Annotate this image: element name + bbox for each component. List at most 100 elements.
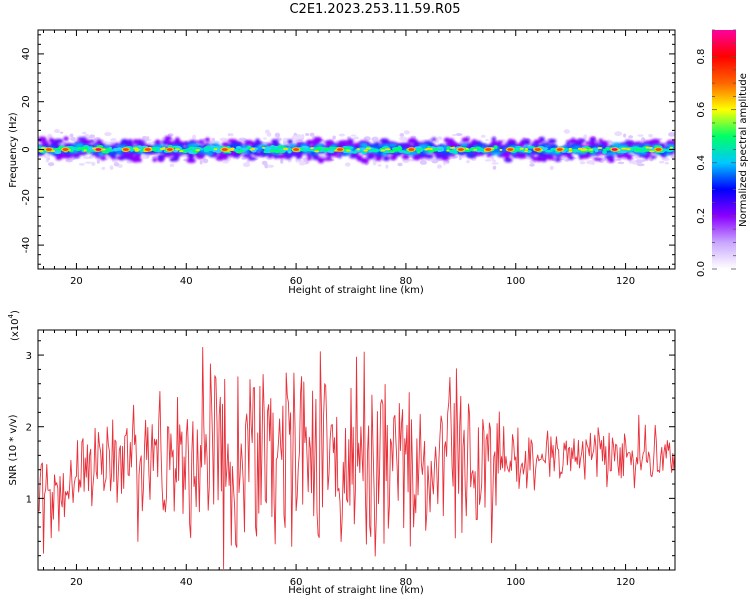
snr-x-tick-label: 80 bbox=[400, 577, 413, 588]
spectrogram-cell bbox=[360, 147, 368, 151]
spectrogram-cell bbox=[570, 139, 579, 144]
spectrogram-cell bbox=[563, 129, 570, 134]
spectrogram-cell bbox=[481, 134, 486, 138]
spectrogram-cell bbox=[486, 153, 491, 158]
spectrogram-cell bbox=[221, 142, 230, 147]
spectrogram-cell bbox=[212, 149, 218, 153]
spectrogram-cell bbox=[375, 152, 384, 157]
snr-y-axis-label: SNR (10 * v/v) bbox=[8, 414, 19, 485]
spectrogram-cell bbox=[174, 148, 181, 151]
spectrogram-cell bbox=[205, 145, 211, 149]
spectrogram-cell bbox=[323, 147, 331, 151]
spectrogram-cell bbox=[490, 156, 495, 160]
spectrogram-cell bbox=[554, 158, 562, 162]
spectrogram-cell bbox=[96, 159, 100, 164]
spectrogram-cell bbox=[531, 156, 541, 162]
spectrogram-cell bbox=[588, 148, 594, 151]
spectrogram-cell bbox=[664, 161, 669, 165]
spectrogram-cell bbox=[432, 147, 438, 152]
spectrogram-cell bbox=[669, 146, 673, 149]
spectrogram-cell bbox=[608, 158, 615, 163]
spectrogram-cell bbox=[528, 145, 535, 149]
spectrogram-y-tick-label: -40 bbox=[21, 237, 32, 253]
spectrogram-cell bbox=[450, 143, 460, 147]
spectrogram-cell bbox=[192, 143, 199, 147]
spectrogram-cell bbox=[38, 136, 47, 143]
spectrogram-cell bbox=[345, 149, 351, 152]
spectrogram-cell bbox=[591, 161, 595, 166]
spectrogram-cell bbox=[529, 163, 535, 167]
spectrogram-cell bbox=[602, 150, 607, 155]
spectrogram-cell bbox=[505, 152, 510, 158]
colorbar-tick-label: 0.6 bbox=[696, 102, 707, 118]
spectrogram-cell bbox=[105, 147, 112, 152]
spectrogram-cell bbox=[429, 147, 433, 150]
spectrogram-cell bbox=[366, 154, 376, 160]
spectrogram-cell bbox=[524, 150, 528, 153]
snr-scale-note-close: ) bbox=[10, 310, 21, 314]
spectrogram-cell bbox=[397, 162, 403, 167]
spectrogram-cell bbox=[313, 136, 323, 143]
spectrogram-cell bbox=[208, 152, 214, 156]
spectrogram-cell bbox=[539, 136, 545, 142]
spectrogram-cell bbox=[45, 159, 50, 163]
spectrogram-cell bbox=[377, 164, 382, 167]
spectrogram-cell bbox=[518, 154, 527, 159]
spectrogram-cell bbox=[526, 157, 532, 160]
spectrogram-cell bbox=[359, 142, 368, 148]
spectrogram-cell bbox=[306, 139, 315, 145]
spectrogram-cell bbox=[152, 156, 157, 159]
colorbar-gradient bbox=[712, 30, 736, 269]
spectrogram-y-axis-label: Frequency (Hz) bbox=[8, 112, 19, 188]
spectrogram-cell bbox=[372, 143, 379, 147]
spectrogram-cell bbox=[492, 159, 497, 163]
spectrogram-cell bbox=[437, 136, 443, 141]
spectrogram-cell bbox=[238, 137, 247, 141]
spectrogram-cell bbox=[490, 151, 500, 155]
spectrogram-cell bbox=[388, 143, 398, 147]
spectrogram-cell bbox=[416, 149, 421, 154]
spectrogram-heatmap bbox=[38, 129, 675, 171]
spectrogram-cell bbox=[564, 158, 569, 162]
spectrogram-x-tick-label: 20 bbox=[70, 276, 83, 287]
spectrogram-cell bbox=[455, 133, 463, 137]
spectrogram-cell bbox=[241, 157, 248, 160]
spectrogram-cell bbox=[217, 153, 227, 160]
spectrogram-cell bbox=[186, 158, 196, 164]
spectrogram-cell bbox=[83, 149, 87, 152]
spectrogram-cell bbox=[185, 148, 191, 152]
spectrogram-cell bbox=[443, 160, 447, 166]
spectrogram-cell bbox=[272, 142, 278, 146]
snr-frame bbox=[37, 329, 676, 571]
spectrogram-cell bbox=[344, 162, 351, 167]
spectrogram-peak-core bbox=[45, 148, 52, 151]
spectrogram-cell bbox=[329, 146, 333, 149]
snr-y-tick-label: 2 bbox=[26, 423, 32, 434]
spectrogram-peak-core bbox=[144, 148, 151, 151]
spectrogram-cell bbox=[379, 138, 390, 144]
spectrogram-cell bbox=[607, 140, 613, 144]
spectrogram-cell bbox=[84, 161, 93, 164]
spectrogram-cell bbox=[167, 141, 177, 145]
spectrogram-cell bbox=[577, 140, 583, 145]
spectrogram-cell bbox=[568, 150, 573, 153]
spectrogram-cell bbox=[515, 149, 521, 152]
spectrogram-cell bbox=[69, 133, 74, 138]
spectrogram-cell bbox=[83, 156, 91, 160]
spectrogram-cell bbox=[115, 144, 122, 148]
snr-scale-note-prefix: (x10 bbox=[10, 318, 21, 341]
spectrogram-cell bbox=[403, 130, 410, 135]
spectrogram-cell bbox=[47, 162, 55, 167]
spectrogram-cell bbox=[110, 137, 117, 142]
spectrogram-cell bbox=[548, 138, 557, 144]
spectrogram-cell bbox=[192, 134, 197, 140]
spectrogram-cell bbox=[403, 143, 414, 148]
spectrogram-cell bbox=[291, 152, 300, 157]
spectrogram-cell bbox=[65, 159, 73, 163]
spectrogram-cell bbox=[249, 148, 254, 151]
spectrogram-cell bbox=[605, 154, 615, 161]
spectrogram-cell bbox=[130, 156, 140, 163]
snr-x-tick-label: 20 bbox=[70, 577, 83, 588]
spectrogram-cell bbox=[298, 161, 307, 166]
